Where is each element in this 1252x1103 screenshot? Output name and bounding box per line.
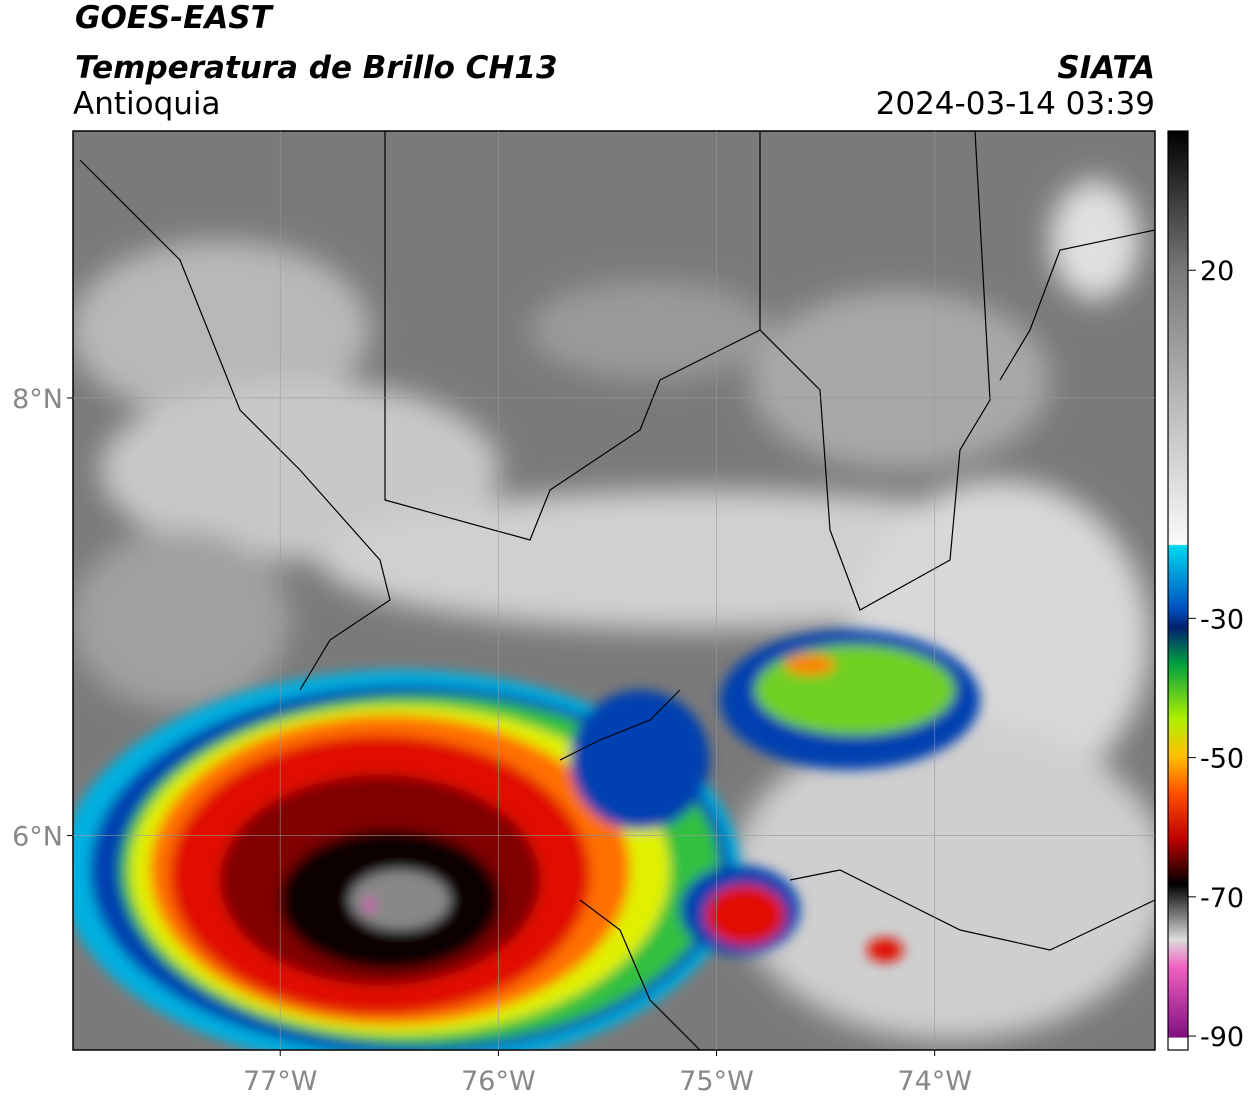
lat-tick-label: 8°N xyxy=(12,384,63,415)
title: GOES-EAST xyxy=(75,0,275,36)
colorbar-tick-label: -50 xyxy=(1200,744,1244,775)
lon-tick-label: 75°W xyxy=(679,1066,754,1097)
colorbar-tick-label: -90 xyxy=(1200,1022,1244,1053)
lon-tick-label: 74°W xyxy=(897,1066,972,1097)
region: Antioquia xyxy=(73,86,221,122)
colorbar-tick-label: 20 xyxy=(1200,256,1234,287)
lon-tick-label: 76°W xyxy=(461,1066,536,1097)
satellite-image xyxy=(73,131,1155,1050)
colorbar xyxy=(1167,130,1189,1051)
colorbar-tick-label: -70 xyxy=(1200,883,1244,914)
colorbar-tick-label: -30 xyxy=(1200,604,1244,635)
source: SIATA xyxy=(1057,50,1155,86)
subtitle: Temperatura de Brillo CH13 xyxy=(75,50,558,86)
datetime: 2024-03-14 03:39 xyxy=(876,86,1155,122)
lat-tick-label: 6°N xyxy=(12,822,63,853)
map-frame xyxy=(72,130,1156,1051)
lon-tick-label: 77°W xyxy=(243,1066,318,1097)
